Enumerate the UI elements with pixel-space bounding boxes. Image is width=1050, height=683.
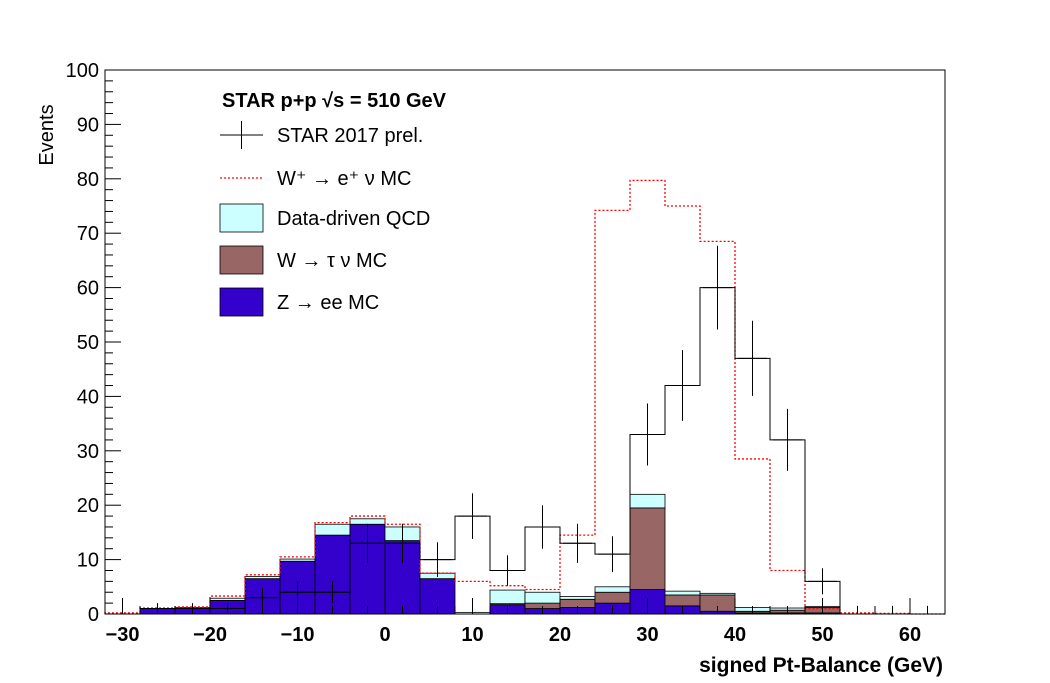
x-tick-label: 30 bbox=[636, 624, 658, 646]
data-point bbox=[773, 408, 802, 471]
qcd-bar bbox=[279, 558, 316, 562]
mc-line-layer bbox=[104, 179, 945, 615]
y-axis-title: Events bbox=[36, 104, 58, 165]
data-point bbox=[493, 555, 522, 586]
y-tick-label: 0 bbox=[88, 604, 99, 626]
y-tick-label: 100 bbox=[66, 60, 99, 82]
data-point bbox=[318, 581, 347, 604]
data-point bbox=[248, 588, 277, 607]
data-point bbox=[388, 523, 417, 563]
legend-title: STAR p+p √s = 510 GeV bbox=[222, 90, 447, 112]
data-point bbox=[738, 320, 767, 396]
x-tick-label: 20 bbox=[549, 624, 571, 646]
w-tau-bar bbox=[594, 591, 631, 604]
data-point bbox=[458, 493, 487, 539]
y-tick-label: 20 bbox=[77, 495, 99, 517]
qcd-bar bbox=[559, 596, 596, 600]
x-tick-label: 0 bbox=[379, 624, 390, 646]
qcd-bar bbox=[489, 589, 526, 605]
w-tau-bar bbox=[664, 594, 701, 607]
qcd-bar bbox=[664, 590, 701, 596]
legend-label: Data-driven QCD bbox=[277, 208, 430, 230]
legend: STAR 2017 prel. W⁺ → e⁺ ν MC Data-driven Q… bbox=[219, 121, 430, 317]
data-point bbox=[423, 542, 452, 578]
legend-label: STAR 2017 prel. bbox=[277, 125, 423, 147]
y-tick-label: 50 bbox=[77, 332, 99, 354]
legend-label: W⁺ → e⁺ ν MC bbox=[277, 168, 411, 190]
x-tick-label: 40 bbox=[724, 624, 746, 646]
qcd-bar bbox=[524, 591, 561, 604]
qcd-bar bbox=[699, 592, 736, 596]
y-tick-label: 60 bbox=[77, 278, 99, 300]
legend-swatch-qcd bbox=[219, 203, 264, 233]
qcd-bar bbox=[629, 493, 666, 509]
y-tick-label: 70 bbox=[77, 223, 99, 245]
x-tick-label: −10 bbox=[281, 624, 315, 646]
data-point bbox=[598, 536, 627, 573]
y-tick-label: 90 bbox=[77, 114, 99, 136]
y-tick-label: 80 bbox=[77, 169, 99, 191]
data-point bbox=[353, 523, 382, 563]
qcd-bar bbox=[314, 523, 351, 536]
y-tick-label: 30 bbox=[77, 441, 99, 463]
data-point bbox=[703, 245, 732, 330]
x-tick-label: −30 bbox=[106, 624, 140, 646]
data-point bbox=[563, 523, 592, 563]
w-plus-mc-line bbox=[104, 179, 945, 615]
data-point bbox=[668, 350, 697, 421]
data-point bbox=[633, 403, 662, 466]
data-point bbox=[528, 505, 557, 549]
qcd-bar bbox=[594, 586, 631, 593]
legend-swatch-wtau bbox=[219, 245, 264, 275]
data-point bbox=[808, 568, 837, 595]
y-tick-label: 10 bbox=[77, 550, 99, 572]
x-tick-label: 10 bbox=[461, 624, 483, 646]
legend-label: Z → ee MC bbox=[277, 292, 379, 314]
data-points-layer bbox=[105, 245, 945, 615]
legend-label: W → τ ν MC bbox=[277, 250, 387, 272]
qcd-bar bbox=[244, 576, 281, 580]
w-tau-bar bbox=[629, 507, 666, 590]
legend-swatch-data bbox=[220, 121, 263, 149]
x-tick-label: 50 bbox=[811, 624, 833, 646]
legend-swatch-zee bbox=[219, 287, 264, 317]
axes-layer: 0 10 20 30 40 50 60 70 80 90 100 −30 −20 −10 0 10 20 30 40… bbox=[66, 60, 946, 646]
x-axis-title: signed Pt-Balance (GeV) bbox=[699, 654, 943, 677]
x-tick-label: 60 bbox=[899, 624, 921, 646]
qcd-bar bbox=[209, 597, 246, 601]
y-tick-label: 40 bbox=[77, 386, 99, 408]
qcd-bar bbox=[349, 518, 386, 525]
x-tick-label: −20 bbox=[193, 624, 227, 646]
